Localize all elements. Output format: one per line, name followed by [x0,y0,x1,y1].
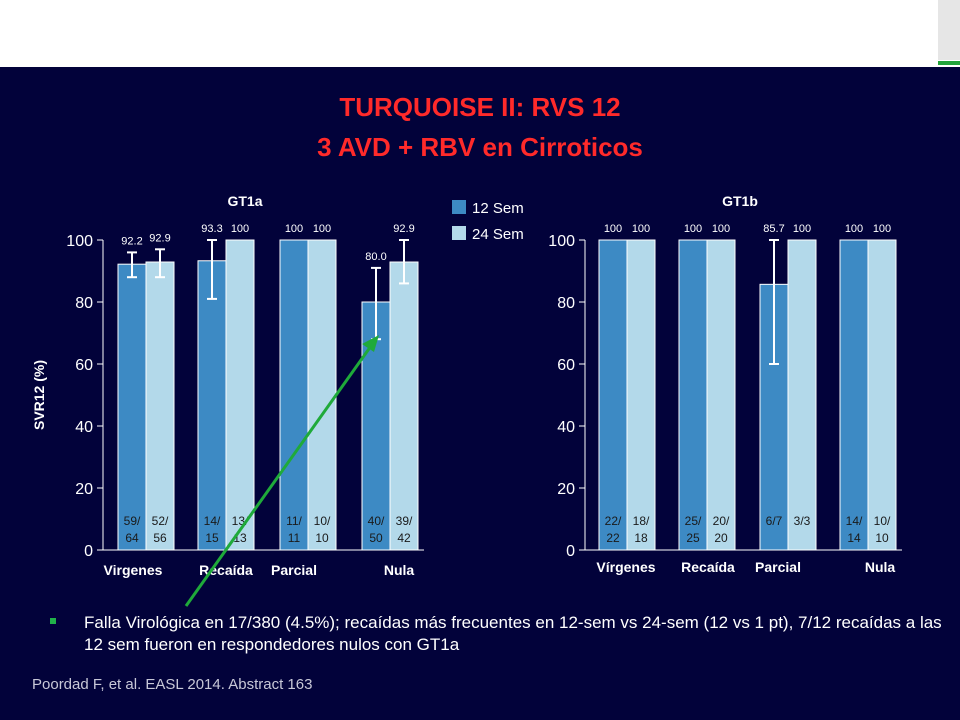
y-tick-label-0-20: 20 [75,481,93,498]
category-label-gt1a-3: Nula [384,562,415,578]
header-green-line [938,61,960,65]
category-label-gt1b-3: Nula [865,559,896,575]
fraction-label-gt1b-1-3: 10/10 [874,514,891,545]
fraction-label-gt1a-1-2: 10/10 [314,514,331,545]
bar-gt1b-1-3 [867,239,897,551]
legend-label-0: 12 Sem [472,200,524,217]
value-label-gt1b-0-3: 100 [845,223,863,235]
y-tick-label-1-80: 80 [557,295,575,312]
value-label-gt1a-0-1: 93.3 [201,223,222,235]
y-tick-label-1-40: 40 [557,419,575,436]
value-label-gt1a-1-2: 100 [313,223,331,235]
header-accent [938,0,960,60]
fraction-label-gt1b-0-0: 22/22 [605,514,622,545]
bar-gt1b-1-2 [787,239,817,551]
fraction-label-gt1a-0-0: 59/64 [124,514,141,545]
y-tick-label-1-100: 100 [548,233,575,250]
bar-gt1a-0-2 [279,239,309,551]
bullet-marker [50,618,56,624]
panel-title-gt1a: GT1a [227,193,262,209]
bar-gt1a-0-0 [117,263,147,551]
category-label-gt1b-1: Recaída [681,559,735,575]
fraction-label-gt1a-0-1: 14/15 [204,514,221,545]
bar-gt1b-0-3 [839,239,869,551]
legend-label-1: 24 Sem [472,226,524,243]
value-label-gt1a-1-3: 92.9 [393,223,414,235]
category-label-gt1b-2: Parcial [755,559,801,575]
y-tick-label-1-0: 0 [566,543,575,560]
y-tick-label-0-80: 80 [75,295,93,312]
category-label-gt1b-0: Vírgenes [596,559,655,575]
y-tick-label-0-100: 100 [66,233,93,250]
annotation-arrow-head [362,335,379,352]
bar-gt1b-0-0 [598,239,628,551]
fraction-label-gt1a-1-3: 39/42 [396,514,413,545]
value-label-gt1b-0-0: 100 [604,223,622,235]
value-label-gt1a-0-2: 100 [285,223,303,235]
value-label-gt1b-1-2: 100 [793,223,811,235]
fraction-label-gt1b-1-1: 20/20 [713,514,730,545]
fraction-label-gt1b-1-0: 18/18 [633,514,650,545]
slide-title-line-1: TURQUOISE II: RVS 12 [339,92,621,122]
fraction-label-gt1b-0-2: 6/7 [766,514,783,528]
legend-swatch-1 [452,226,466,240]
bullet-text: Falla Virológica en 17/380 (4.5%); recaí… [84,613,942,654]
value-label-gt1b-1-1: 100 [712,223,730,235]
bar-gt1b-0-1 [678,239,708,551]
bar-gt1a-0-1 [197,260,227,551]
y-tick-label-0-0: 0 [84,543,93,560]
bar-gt1a-1-2 [307,239,337,551]
fraction-label-gt1b-0-3: 14/14 [846,514,863,545]
annotation-arrow-line [184,345,373,607]
y-tick-label-0-60: 60 [75,357,93,374]
bar-gt1a-1-0 [145,261,175,551]
y-tick-label-1-20: 20 [557,481,575,498]
value-label-gt1b-0-2: 85.7 [763,223,784,235]
bar-gt1a-1-1 [225,239,255,551]
y-tick-label-0-40: 40 [75,419,93,436]
fraction-label-gt1b-0-1: 25/25 [685,514,702,545]
fraction-label-gt1a-0-3: 40/50 [368,514,385,545]
value-label-gt1b-0-1: 100 [684,223,702,235]
y-axis-label: SVR12 (%) [31,360,47,430]
fraction-label-gt1a-1-0: 52/56 [152,514,169,545]
category-label-gt1a-2: Parcial [271,562,317,578]
bar-gt1b-1-0 [626,239,656,551]
slide-title-line-2: 3 AVD + RBV en Cirroticos [317,132,643,162]
category-label-gt1a-0: Virgenes [104,562,163,578]
bar-gt1b-1-1 [706,239,736,551]
reference-text: Poordad F, et al. EASL 2014. Abstract 16… [32,676,313,693]
value-label-gt1a-0-3: 80.0 [365,251,386,263]
fraction-label-gt1a-0-2: 11/11 [286,514,302,545]
fraction-label-gt1b-1-2: 3/3 [794,514,811,528]
header-bar [0,0,960,67]
panel-title-gt1b: GT1b [722,193,758,209]
bar-gt1a-1-3 [389,261,419,551]
legend-swatch-0 [452,200,466,214]
value-label-gt1a-0-0: 92.2 [121,235,142,247]
value-label-gt1a-1-0: 92.9 [149,232,170,244]
value-label-gt1a-1-1: 100 [231,223,249,235]
value-label-gt1b-1-0: 100 [632,223,650,235]
y-tick-label-1-60: 60 [557,357,575,374]
value-label-gt1b-1-3: 100 [873,223,891,235]
